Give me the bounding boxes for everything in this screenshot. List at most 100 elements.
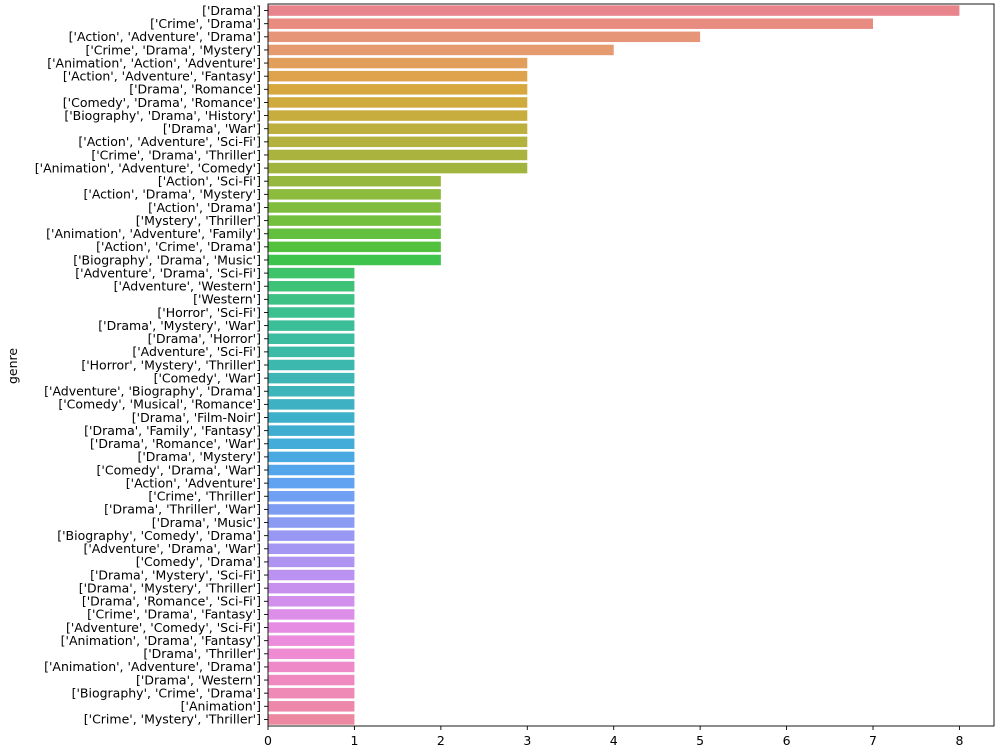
y-tick-label: ['Drama', 'Mystery', 'Thriller'] (79, 580, 261, 595)
x-tick-label: 2 (437, 733, 445, 748)
bar (268, 569, 355, 581)
y-tick-label: ['Crime', 'Drama'] (150, 16, 261, 31)
y-tick-label: ['Action', 'Adventure'] (126, 475, 261, 490)
x-tick-label: 6 (783, 733, 791, 748)
bar (268, 687, 355, 699)
bar (268, 254, 441, 266)
y-tick-label: ['Animation', 'Action', 'Adventure'] (47, 55, 261, 70)
y-tick-label: ['Drama', 'Mystery'] (137, 449, 261, 464)
bar (268, 70, 528, 82)
bar (268, 530, 355, 541)
y-tick-label: ['Action', 'Adventure', 'Drama'] (69, 29, 261, 44)
y-tick-label: ['Action', 'Crime', 'Drama'] (96, 239, 261, 254)
y-tick-label: ['Action', 'Sci-Fi'] (158, 174, 261, 189)
bar (268, 412, 355, 423)
y-tick-label: ['Comedy', 'Musical', 'Romance'] (58, 397, 261, 412)
y-tick-label: ['Horror', 'Mystery', 'Thriller'] (81, 357, 261, 372)
bar (268, 18, 873, 29)
bar (268, 110, 528, 121)
bar (268, 202, 441, 213)
bar (268, 346, 355, 358)
bar (268, 386, 355, 397)
bar (268, 438, 355, 450)
plot-frame (267, 3, 995, 727)
y-tick-label: ['Drama', 'Romance', 'War'] (90, 436, 261, 451)
y-tick-label: ['Drama', 'Romance'] (129, 82, 261, 97)
y-tick-label: ['Drama', 'War'] (163, 121, 261, 136)
y-tick-label: ['Drama', 'Thriller', 'War'] (104, 502, 261, 517)
y-tick-label: ['Biography', 'Comedy', 'Drama'] (57, 528, 261, 543)
y-tick-label: ['Adventure', 'Comedy', 'Sci-Fi'] (66, 620, 261, 635)
bar (268, 425, 355, 436)
bar (268, 464, 355, 476)
bar (268, 241, 441, 253)
y-tick-label: ['Adventure', 'Biography', 'Drama'] (44, 384, 261, 399)
x-tick-label: 0 (264, 733, 272, 748)
bar (268, 504, 355, 515)
bar (268, 635, 355, 646)
y-tick-label: ['Drama', 'Thriller'] (143, 646, 261, 661)
bar (268, 556, 355, 568)
bar (268, 123, 528, 134)
x-tick-label: 5 (696, 733, 704, 748)
y-tick-label: ['Drama'] (202, 3, 261, 18)
y-tick-labels: ['Drama']['Crime', 'Drama']['Action', 'A… (35, 3, 268, 727)
bar (268, 372, 355, 384)
bar (268, 596, 355, 607)
bar (268, 44, 614, 56)
bar (268, 543, 355, 555)
bar (268, 477, 355, 489)
bar (268, 149, 528, 161)
y-tick-label: ['Action', 'Drama'] (148, 200, 261, 215)
y-tick-label: ['Crime', 'Drama', 'Thriller'] (91, 147, 261, 162)
bar (268, 661, 355, 673)
y-tick-label: ['Comedy', 'Drama', 'Romance'] (63, 95, 261, 110)
y-tick-label: ['Comedy', 'Drama', 'War'] (97, 462, 261, 477)
bar (268, 307, 355, 318)
axes (267, 3, 995, 727)
bar (268, 136, 528, 148)
bars-layer (268, 5, 960, 725)
bar (268, 5, 960, 16)
y-tick-label: ['Animation', 'Adventure', 'Drama'] (44, 659, 261, 674)
y-tick-label: ['Biography', 'Drama', 'Music'] (73, 252, 261, 267)
y-tick-label: ['Action', 'Drama', 'Mystery'] (84, 187, 262, 202)
y-tick-label: ['Crime', 'Mystery', 'Thriller'] (84, 712, 261, 727)
bar (268, 175, 441, 187)
bar (268, 57, 528, 69)
bar (268, 701, 355, 712)
y-tick-label: ['Crime', 'Drama', 'Fantasy'] (87, 607, 261, 622)
y-tick-label: ['Action', 'Adventure', 'Sci-Fi'] (78, 134, 261, 149)
y-tick-label: ['Animation', 'Adventure', 'Comedy'] (35, 160, 261, 175)
y-tick-label: ['Biography', 'Drama', 'History'] (64, 108, 261, 123)
bar (268, 84, 528, 95)
bar (268, 31, 701, 43)
bar (268, 609, 355, 620)
bar (268, 622, 355, 633)
y-tick-label: ['Crime', 'Thriller'] (148, 489, 261, 504)
y-tick-label: ['Action', 'Adventure', 'Fantasy'] (63, 69, 261, 84)
y-tick-label: ['Adventure', 'Drama', 'Sci-Fi'] (75, 265, 261, 280)
y-tick-label: ['Adventure', 'Drama', 'War'] (83, 541, 261, 556)
y-tick-label: ['Biography', 'Crime', 'Drama'] (72, 685, 261, 700)
y-tick-label: ['Drama', 'Film-Noir'] (132, 410, 261, 425)
y-tick-label: ['Mystery', 'Thriller'] (136, 213, 261, 228)
bar (268, 162, 528, 174)
bar (268, 714, 355, 725)
y-tick-label: ['Drama', 'Western'] (136, 672, 261, 687)
y-tick-label: ['Comedy', 'War'] (154, 370, 261, 385)
bar (268, 189, 441, 200)
x-tick-label: 3 (523, 733, 531, 748)
bar (268, 517, 355, 528)
bar (268, 648, 355, 660)
y-tick-label: ['Animation', 'Adventure', 'Family'] (46, 226, 261, 241)
x-tick-label: 4 (610, 733, 618, 748)
bar (268, 267, 355, 279)
bar (268, 280, 355, 292)
y-tick-label: ['Comedy', 'Drama'] (136, 554, 261, 569)
bar (268, 582, 355, 594)
y-tick-label: ['Western'] (193, 292, 261, 307)
x-tick-label: 7 (869, 733, 877, 748)
